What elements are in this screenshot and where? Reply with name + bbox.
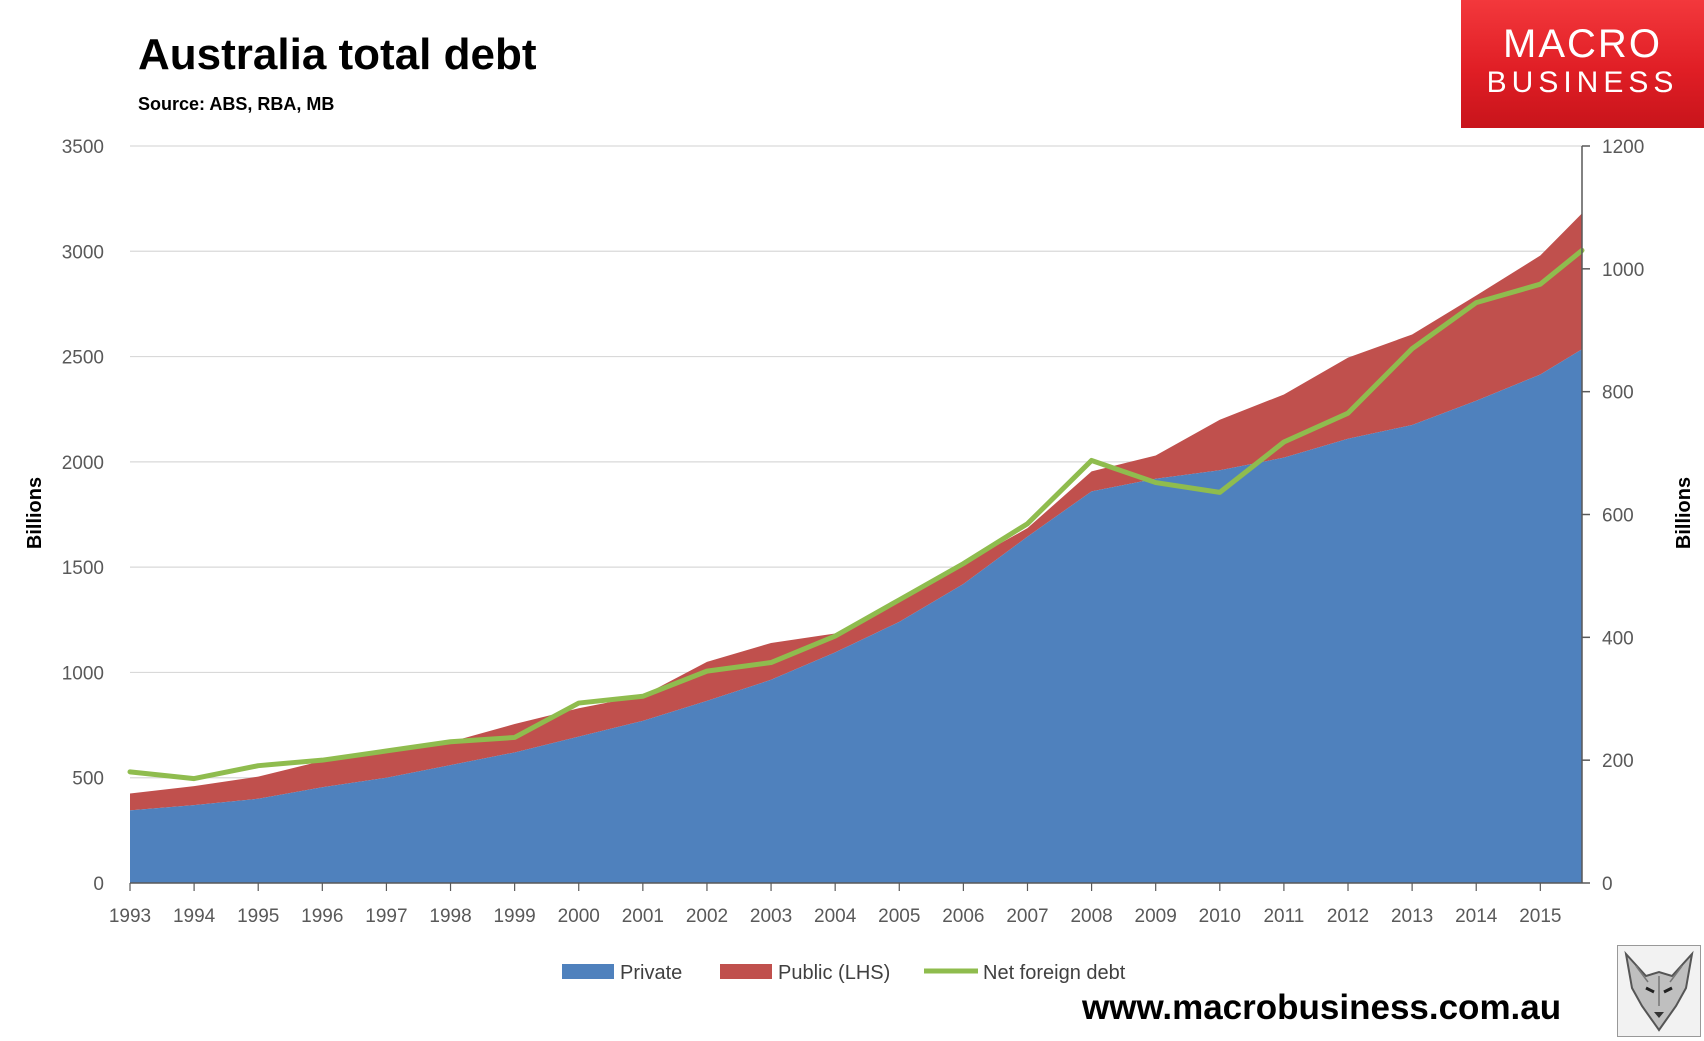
y-right-tick-400: 400: [1602, 628, 1634, 649]
fox-emblem-icon: [1617, 945, 1701, 1037]
legend-label-net-foreign-debt: Net foreign debt: [983, 962, 1126, 984]
gridlines: [130, 145, 1582, 779]
x-tick-2003: 2003: [750, 906, 792, 927]
x-tick-2006: 2006: [942, 906, 984, 927]
macrobusiness-logo: MACRO BUSINESS: [1461, 0, 1704, 128]
y-right-axis-title: Billions: [1673, 477, 1695, 549]
x-tick-2008: 2008: [1070, 906, 1112, 927]
x-tick-2005: 2005: [878, 906, 920, 927]
legend-label-public: Public (LHS): [778, 962, 890, 984]
y-right-tick-800: 800: [1602, 383, 1634, 404]
x-tick-2014: 2014: [1455, 906, 1498, 927]
y-right-tick-1000: 1000: [1602, 260, 1644, 281]
y-right-tick-200: 200: [1602, 751, 1634, 772]
line-net-foreign-debt: [127, 247, 1585, 782]
x-tick-1993: 1993: [109, 906, 151, 927]
x-tick-2012: 2012: [1327, 906, 1369, 927]
legend-swatch-public: [720, 964, 772, 979]
x-tick-1998: 1998: [429, 906, 471, 927]
y-right-tick-600: 600: [1602, 506, 1634, 527]
legend-label-private: Private: [620, 962, 682, 984]
x-tick-1996: 1996: [301, 906, 343, 927]
x-tick-1995: 1995: [237, 906, 279, 927]
x-tick-2011: 2011: [1263, 906, 1304, 927]
area-private: [130, 349, 1582, 883]
logo-line-macro: MACRO: [1503, 22, 1662, 66]
x-tick-2009: 2009: [1135, 906, 1177, 927]
y-right-tick-1200: 1200: [1602, 137, 1644, 158]
y-right-ticks: 0 200 400 600 800 1000 1200: [1582, 137, 1644, 895]
x-tick-1999: 1999: [493, 906, 535, 927]
chart-title: Australia total debt: [138, 30, 537, 79]
y-left-ticks: 0 500 1000 1500 2000 2500 3000 3500: [62, 137, 104, 895]
y-left-tick-500: 500: [72, 769, 104, 790]
x-tick-1994: 1994: [173, 906, 216, 927]
y-left-tick-1000: 1000: [62, 663, 104, 684]
y-right-tick-0: 0: [1602, 874, 1613, 895]
y-left-tick-2000: 2000: [62, 453, 104, 474]
x-tick-1997: 1997: [365, 906, 407, 927]
plot-lines: [127, 247, 1585, 782]
x-tick-2007: 2007: [1006, 906, 1048, 927]
chart-subtitle: Source: ABS, RBA, MB: [138, 94, 335, 114]
x-ticks: 1993 1994 1995 1996 1997 1998 1999 2000 2001 2002…: [109, 883, 1561, 927]
x-tick-2001: 2001: [622, 906, 664, 927]
y-left-tick-1500: 1500: [62, 558, 104, 579]
y-left-tick-0: 0: [93, 874, 104, 895]
footer-url: www.macrobusiness.com.au: [1082, 988, 1562, 1027]
legend-swatch-private: [562, 964, 614, 979]
y-left-tick-3000: 3000: [62, 242, 104, 263]
plot-areas: [130, 213, 1582, 883]
logo-line-business: BUSINESS: [1486, 66, 1679, 99]
x-tick-2002: 2002: [686, 906, 728, 927]
x-tick-2013: 2013: [1391, 906, 1433, 927]
x-tick-2010: 2010: [1199, 906, 1241, 927]
y-left-axis-title: Billions: [24, 477, 46, 549]
y-left-tick-3500: 3500: [62, 137, 104, 158]
x-tick-2004: 2004: [814, 906, 857, 927]
x-tick-2015: 2015: [1519, 906, 1561, 927]
legend: Private Public (LHS) Net foreign debt: [562, 962, 1126, 984]
y-left-tick-2500: 2500: [62, 348, 104, 369]
x-tick-2000: 2000: [558, 906, 600, 927]
